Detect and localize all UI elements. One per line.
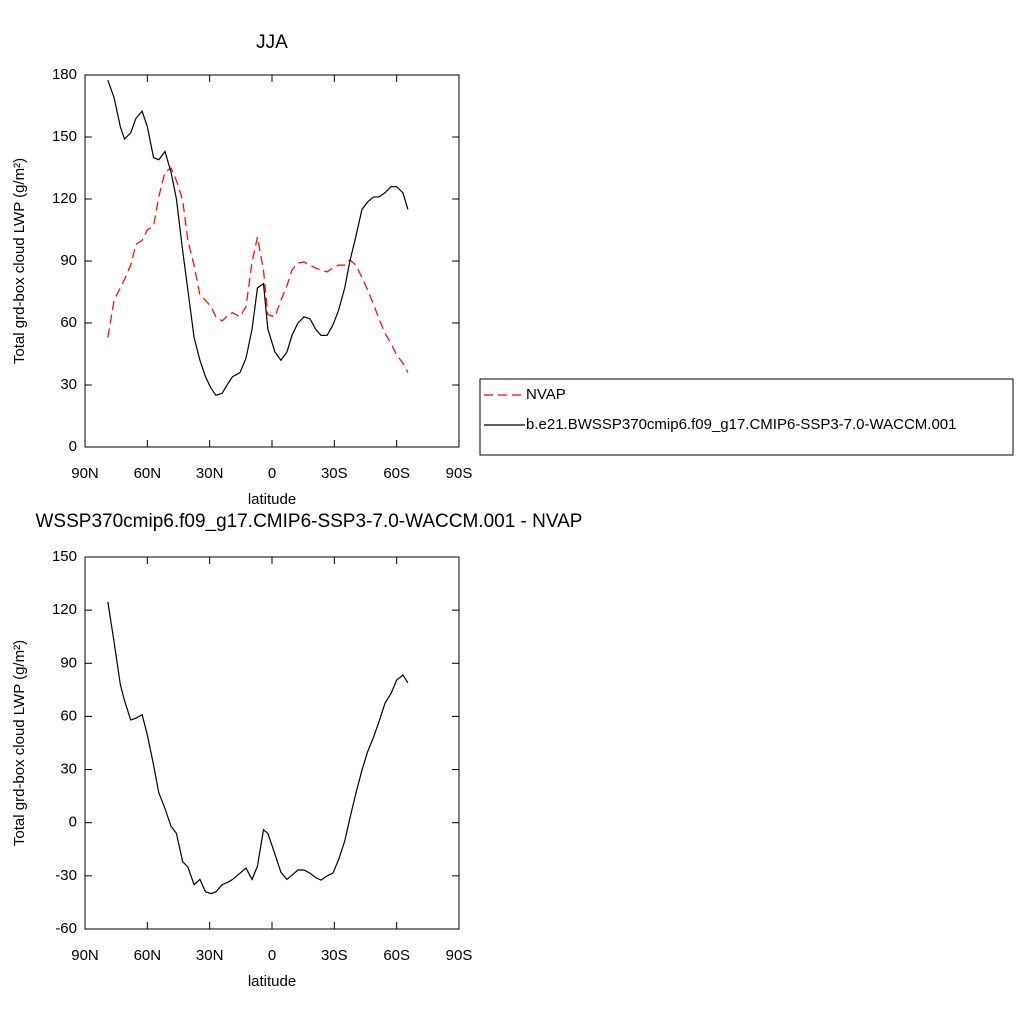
x-tick-label: 90S <box>446 465 473 482</box>
x-tick-label: 60S <box>383 465 410 482</box>
y-tick-label: 30 <box>60 761 77 778</box>
y-tick-label: 60 <box>60 314 77 331</box>
x-tick-label: 0 <box>268 465 276 482</box>
x-tick-label: 60N <box>134 465 162 482</box>
plot-frame <box>84 556 460 930</box>
x-tick-label: 90N <box>71 465 99 482</box>
legend-label: NVAP <box>526 386 566 403</box>
y-axis-label: Total grd-box cloud LWP (g/m²) <box>11 158 28 364</box>
legend: NVAP b.e21.BWSSP370cmip6.f09_g17.CMIP6-SS… <box>479 378 1014 456</box>
y-tick-label: 0 <box>69 438 77 455</box>
y-axis-label: Total grd-box cloud LWP (g/m²) <box>11 640 28 846</box>
y-tick-label: 90 <box>60 654 77 671</box>
plot: JJA latitude Total grd-box cloud LWP (g/m²… <box>11 32 1014 508</box>
y-tick-label: 120 <box>52 601 77 618</box>
x-axis-label: latitude <box>248 973 296 990</box>
x-tick-label: 30N <box>196 947 224 964</box>
chart-title: JJA <box>256 32 288 53</box>
x-tick-label: 0 <box>268 947 276 964</box>
data-line <box>107 601 409 895</box>
y-tick-label: -30 <box>55 867 77 884</box>
y-tick-label: 60 <box>60 707 77 724</box>
y-tick-label: 90 <box>60 252 77 269</box>
data-line <box>107 79 409 397</box>
x-tick-label: 60N <box>134 947 162 964</box>
legend-label: b.e21.BWSSP370cmip6.f09_g17.CMIP6-SSP3-7… <box>526 416 956 433</box>
y-tick-label: -60 <box>55 920 77 937</box>
x-tick-label: 60S <box>383 947 410 964</box>
data-line <box>107 167 409 373</box>
y-tick-label: 180 <box>52 66 77 83</box>
chart-title: WSSP370cmip6.f09_g17.CMIP6-SSP3-7.0-WACC… <box>36 511 583 532</box>
plot: WSSP370cmip6.f09_g17.CMIP6-SSP3-7.0-WACC… <box>11 511 583 990</box>
x-tick-label: 90S <box>446 947 473 964</box>
y-tick-label: 150 <box>52 548 77 565</box>
x-axis-label: latitude <box>248 491 296 508</box>
y-tick-label: 0 <box>69 814 77 831</box>
legend-box <box>479 378 1014 456</box>
x-tick-label: 30N <box>196 465 224 482</box>
x-tick-label: 30S <box>321 465 348 482</box>
y-tick-label: 30 <box>60 376 77 393</box>
x-tick-label: 30S <box>321 947 348 964</box>
plot-frame <box>84 74 460 448</box>
y-tick-label: 120 <box>52 190 77 207</box>
y-tick-label: 150 <box>52 128 77 145</box>
x-tick-label: 90N <box>71 947 99 964</box>
